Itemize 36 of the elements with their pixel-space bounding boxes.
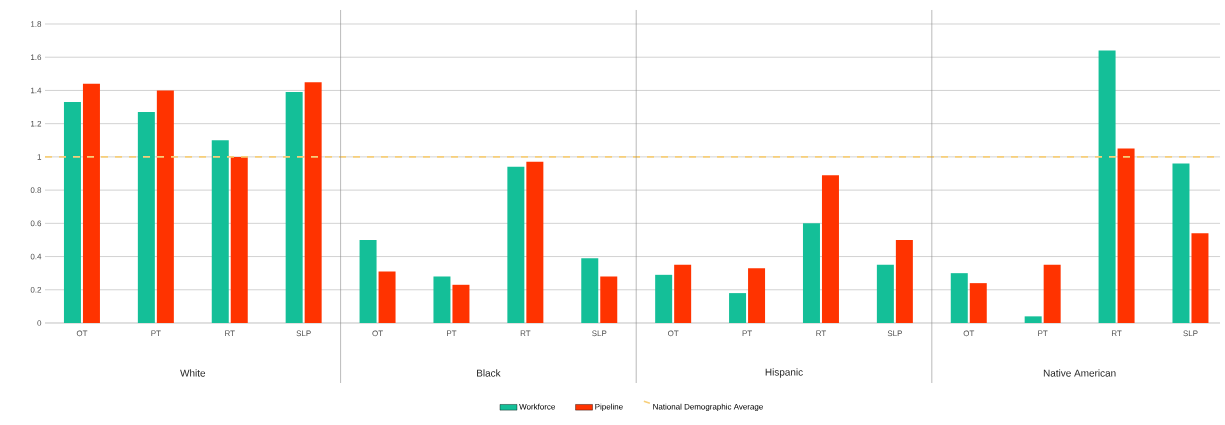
bar xyxy=(1024,316,1042,323)
bar xyxy=(729,293,747,323)
bar xyxy=(156,90,174,323)
bar xyxy=(581,258,599,323)
bar xyxy=(1043,264,1061,323)
bar xyxy=(1191,233,1209,323)
text: Black xyxy=(477,369,501,377)
bar xyxy=(82,83,100,323)
bar xyxy=(821,175,839,323)
bar xyxy=(137,112,155,323)
bar xyxy=(230,156,248,323)
bar xyxy=(433,276,451,323)
bar xyxy=(895,239,913,323)
bar xyxy=(802,223,820,323)
bar xyxy=(950,273,968,323)
text: Native American xyxy=(1043,369,1116,377)
text: Hispanic xyxy=(765,368,803,378)
bar xyxy=(304,82,322,323)
bar xyxy=(876,264,894,323)
bar xyxy=(507,166,525,323)
bar xyxy=(285,92,303,323)
bar xyxy=(600,276,618,323)
text: White xyxy=(180,369,206,377)
bar xyxy=(378,271,396,323)
bar xyxy=(452,284,470,323)
bar xyxy=(1117,148,1135,323)
bar xyxy=(1172,163,1190,323)
bar xyxy=(359,239,377,323)
bar xyxy=(211,140,229,323)
bar xyxy=(655,274,673,323)
bar xyxy=(748,268,766,323)
bar xyxy=(63,102,81,323)
bar xyxy=(526,161,544,323)
bar xyxy=(674,264,692,323)
bar xyxy=(1098,50,1116,323)
bar xyxy=(969,283,987,323)
